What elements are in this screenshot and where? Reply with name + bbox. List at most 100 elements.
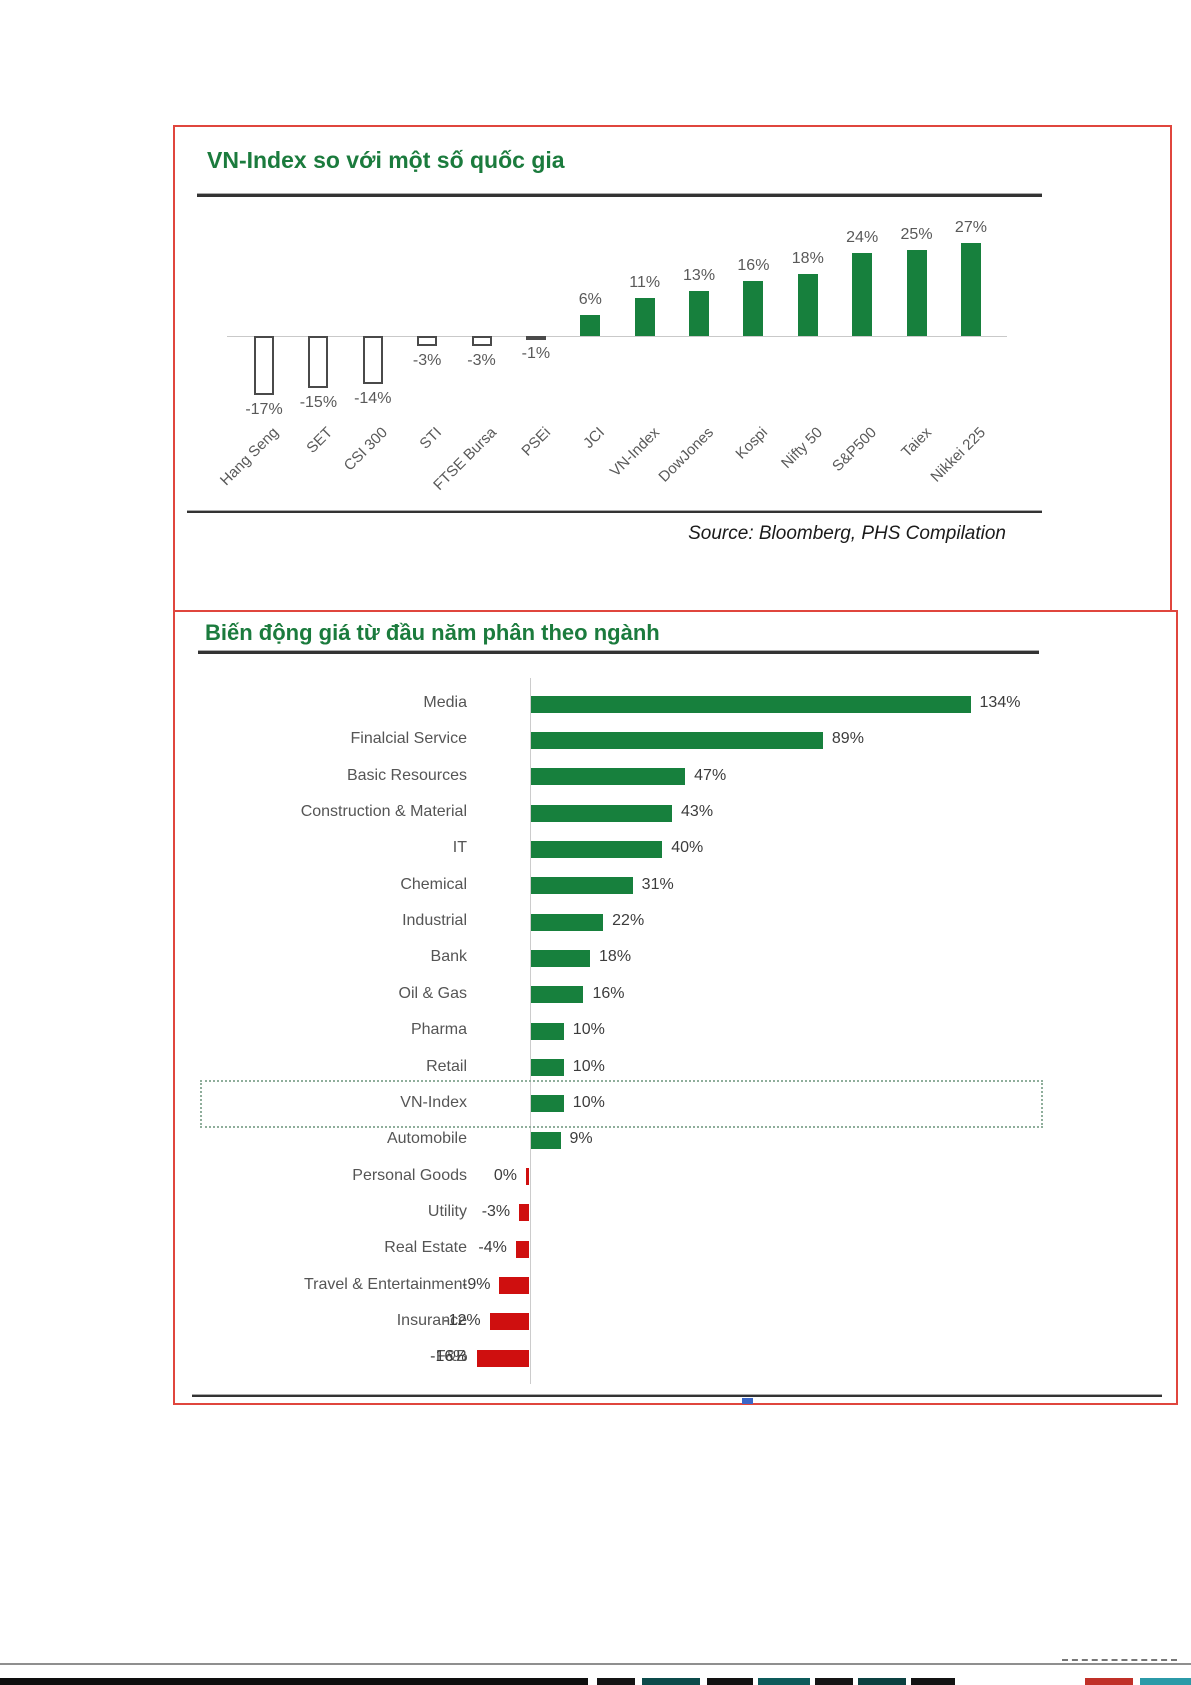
chart1-source-divider [187,510,1042,513]
chart2-bottom-rule [192,1394,1162,1397]
bar-VN-Index [634,298,655,336]
sector-label-Oil & Gas: Oil & Gas [398,984,467,1002]
bar-value-label: 43% [681,803,714,821]
bar-FTSE Bursa [471,336,492,347]
chart2-title-rule [198,650,1039,654]
bar-Finalcial Service [531,731,823,749]
bar-Industrial [531,913,604,931]
artifact-segment [911,1678,955,1685]
sector-label-Basic Resources: Basic Resources [346,766,467,784]
bar-value-label: 10% [572,1021,605,1039]
bar-Automobile [531,1131,561,1149]
sector-label-Retail: Retail [426,1057,467,1075]
bar-value-label: 10% [572,1057,605,1075]
artifact-segment [758,1678,810,1685]
bar-VN-Index [531,1095,564,1113]
bar-JCI [580,315,601,336]
chart2-title: Biến động giá từ đầu năm phân theo ngành [205,620,660,645]
bar-value-label: -1% [521,345,551,363]
bar-Kospi [743,280,764,336]
chart1-title: VN-Index so với một số quốc gia [207,147,565,173]
chart2-panel: Biến động giá từ đầu năm phân theo ngành… [173,610,1178,1405]
sector-label-Construction & Material: Construction & Material [300,803,467,821]
bar-Oil & Gas [531,986,584,1004]
bar-Real Estate [515,1240,529,1258]
sector-label-Personal Goods: Personal Goods [352,1166,467,1184]
bar-value-label: 31% [641,875,674,893]
bar-value-label: -3% [412,352,442,370]
bar-value-label: 10% [572,1093,605,1111]
bar-value-label: -3% [481,1202,511,1220]
bar-value-label: 16% [737,256,770,274]
sector-label-Chemical: Chemical [400,875,467,893]
artifact-segment [642,1678,700,1685]
sector-label-F&B: F&B [435,1348,467,1366]
bar-Basic Resources [531,768,686,786]
bar-value-label: 16% [592,984,625,1002]
sector-label-Automobile: Automobile [386,1130,467,1148]
bar-S&P500 [852,253,873,336]
bar-value-label: 0% [493,1166,517,1184]
chart1-axis-baseline [227,336,1007,337]
chart1-panel: VN-Index so với một số quốc gia -17% Hang… [173,125,1172,613]
bar-value-label: 24% [846,229,879,247]
bar-value-label: 13% [683,267,716,285]
bar-Insurance [489,1313,529,1331]
bar-Hang Seng [254,336,274,395]
artifact-segment [597,1678,635,1685]
footer-divider-line [0,1663,1191,1665]
sector-label-VN-Index: VN-Index [400,1093,467,1111]
chart1-title-rule [197,193,1042,197]
bar-IT [531,840,663,858]
bar-Travel & Entertainment [499,1277,529,1295]
artifact-segment [1140,1678,1191,1685]
sector-label-Bank: Bank [430,948,467,966]
artifact-segment [0,1678,588,1685]
bar-value-label: 40% [671,839,704,857]
vn-index-highlight-box [200,1080,1043,1128]
bar-value-label: 22% [612,912,645,930]
bar-value-label: 27% [954,218,987,236]
bar-value-label: -4% [478,1239,507,1257]
bar-Pharma [531,1022,564,1040]
bar-Personal Goods [526,1168,529,1186]
footer-dashed-segment [1062,1659,1177,1661]
sector-label-Pharma: Pharma [410,1021,467,1039]
blue-artifact-mark [742,1398,753,1404]
bar-value-label: -15% [299,393,338,411]
bar-Nikkei 225 [960,242,981,336]
bar-value-label: 18% [791,249,824,267]
bar-Taiex [906,249,927,336]
chart1-source-text: Source: Bloomberg, PHS Compilation [688,523,1006,544]
bar-value-label: 18% [599,948,632,966]
artifact-segment [858,1678,906,1685]
sector-label-Utility: Utility [427,1202,467,1220]
sector-label-Media: Media [423,694,467,711]
bar-value-label: 11% [629,274,661,292]
sector-label-Travel & Entertainment: Travel & Entertainment [303,1275,467,1293]
artifact-segment [815,1678,853,1685]
bar-Utility [519,1204,529,1222]
sector-label-Industrial: Industrial [402,912,467,930]
artifact-segment [1085,1678,1133,1685]
bar-value-label: -16% [430,1348,468,1366]
bar-Construction & Material [531,804,673,822]
bar-value-label: 9% [569,1130,593,1148]
bar-CSI 300 [362,336,383,385]
sector-label-IT: IT [452,839,467,857]
bar-Nifty 50 [797,273,818,336]
sector-label-Insurance: Insurance [396,1311,467,1329]
bar-STI [417,336,438,347]
bar-value-label: -12% [443,1311,481,1329]
bar-Retail [531,1059,564,1076]
artifact-segment [707,1678,753,1685]
bar-value-label: -9% [462,1275,491,1293]
bar-Bank [531,949,591,967]
bar-value-label: 25% [900,225,933,243]
bar-value-label: -14% [354,390,392,408]
bar-value-label: 89% [831,730,864,748]
bar-Media [531,695,971,713]
bar-DowJones [689,291,710,336]
sector-label-Real Estate: Real Estate [384,1239,467,1257]
